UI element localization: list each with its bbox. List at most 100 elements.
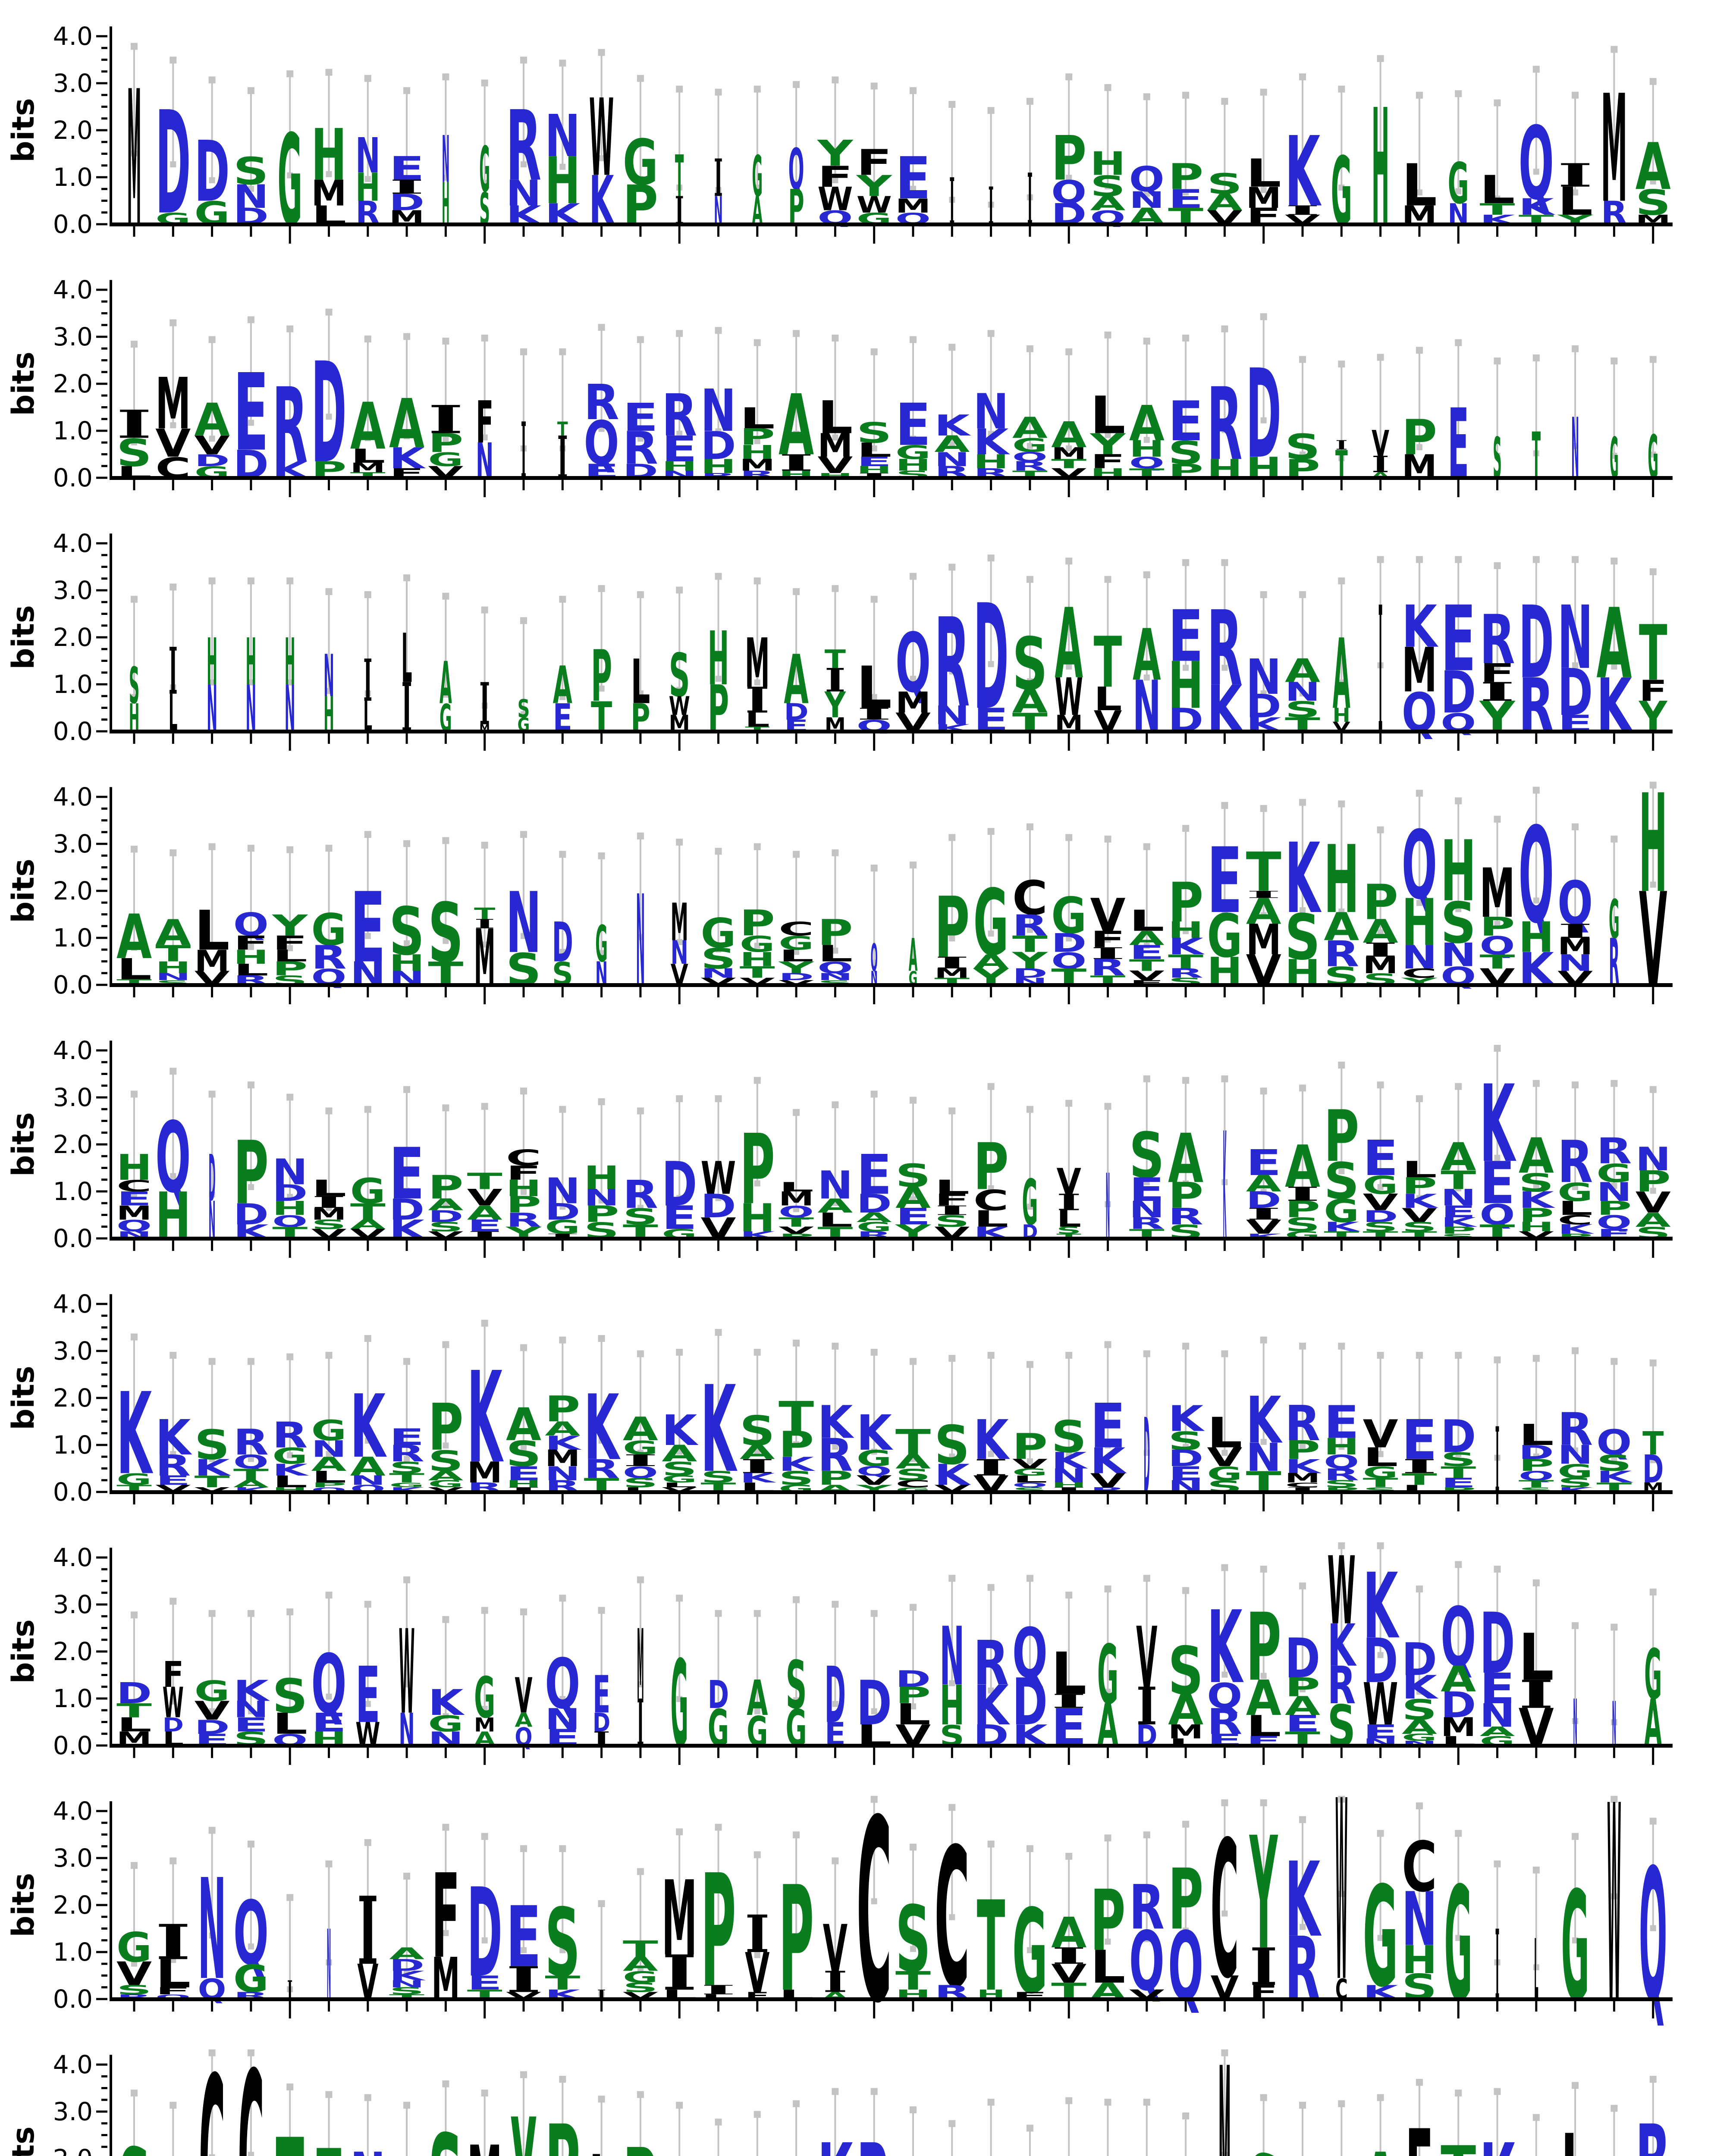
residue-G-346: G [1090, 2141, 1126, 2156]
residue-H-155: H [1441, 823, 1476, 921]
residue-A-268: A [1168, 1686, 1203, 1734]
residue-G-172: G [545, 1216, 580, 1238]
residue-A-294: A [623, 1953, 658, 1976]
residue-N-134: N [636, 868, 645, 1014]
residue-A-152: A [1324, 905, 1359, 950]
residue-A-58: A [779, 377, 814, 474]
svg-text:0.0: 0.0 [53, 1224, 93, 1253]
residue-E-54: E [623, 395, 658, 440]
residue-A-207: A [350, 1452, 386, 1482]
residue-L-198: L [1557, 1197, 1593, 1219]
residue-G-149: G [1207, 902, 1242, 971]
residue-L-333: L [589, 2130, 614, 2156]
residue-C-171: C [506, 1145, 541, 1171]
residue-I-267: I [1136, 1676, 1157, 1736]
residue-H-124: H [233, 946, 269, 968]
residue-M-59: M [817, 427, 853, 464]
residue-V-59: V [817, 452, 853, 478]
svg-text:165: 165 [264, 1264, 316, 1268]
residue-A-200: A [1636, 1209, 1671, 1232]
residue-K-222: K [934, 1458, 971, 1492]
residue-I-234: I [1402, 1455, 1437, 1478]
residue-K-151: K [1285, 823, 1322, 935]
residue-D-163: D [208, 1141, 215, 1216]
residue-G-229: G [1207, 1463, 1242, 1485]
residue-H-177: H [740, 1196, 775, 1241]
residue-G-143: G [973, 870, 1009, 976]
residue-R-174: R [623, 1172, 658, 1217]
residue-W-13: W [589, 76, 614, 200]
residue-R-347: R [1129, 2138, 1165, 2156]
residue-M-114: M [1402, 635, 1437, 706]
y-axis-title: bits [6, 605, 41, 669]
residue-D-46: D [311, 334, 346, 495]
residue-P-298: P [779, 1856, 814, 2024]
residue-L-215: L [662, 1481, 697, 1489]
svg-text:95: 95 [662, 757, 697, 761]
residue-K-219: K [817, 1396, 854, 1448]
svg-text:2.0: 2.0 [53, 1383, 93, 1413]
residue-R-187: R [1129, 1214, 1165, 1233]
residue-K-62: K [934, 409, 971, 442]
residue-D-193: D [1363, 1207, 1398, 1225]
residue-A-29: A [1207, 189, 1242, 216]
residue-Y-138: Y [778, 958, 815, 977]
svg-text:2.0: 2.0 [53, 1890, 93, 1920]
residue-D-164: D [233, 1197, 269, 1231]
residue-P-169: P [428, 1169, 463, 1206]
residue-N-122: N [155, 971, 191, 982]
residue-Q-246: Q [311, 1638, 346, 1732]
svg-text:15: 15 [662, 250, 697, 254]
residue-P-188: P [1168, 1175, 1203, 1216]
residue-P-164: P [233, 1123, 269, 1224]
residue-M-142: M [934, 966, 970, 981]
svg-text:0.0: 0.0 [53, 1477, 93, 1507]
residue-W-272: W [1328, 1537, 1356, 1645]
residue-L-124: L [233, 961, 269, 979]
residue-R-238: R [1557, 1403, 1593, 1456]
residue-S-258: S [785, 1647, 807, 1724]
residue-F-20: F [857, 142, 892, 183]
residue-N-278: N [1573, 1686, 1577, 1761]
residue-G-10: G [479, 133, 490, 206]
residue-H-112: H [1333, 704, 1350, 727]
svg-text:315: 315 [1432, 2025, 1485, 2028]
residue-K-148: K [1168, 934, 1205, 960]
residue-D-172: D [545, 1199, 580, 1225]
residue-E-246: E [311, 1708, 346, 1737]
residue-A-217: A [740, 1442, 775, 1464]
y-axis-title: bits [6, 98, 41, 162]
residue-E-235: E [1441, 1475, 1476, 1490]
residue-A-212: A [545, 1418, 580, 1440]
residue-N-207: N [350, 1473, 386, 1488]
residue-M-349: M [1218, 2028, 1231, 2156]
residue-D-43: D [195, 451, 230, 470]
residue-Y-66: Y [1089, 427, 1126, 461]
residue-I-116: I [1480, 677, 1515, 707]
residue-D-290: D [467, 1863, 502, 2005]
residue-G-126: G [311, 904, 347, 956]
svg-text:1.0: 1.0 [53, 1684, 93, 1713]
svg-text:4.0: 4.0 [53, 1289, 93, 1319]
residue-E-291: E [506, 1889, 541, 1986]
residue-M-156: M [1480, 854, 1515, 933]
residue-Y-99: Y [824, 684, 846, 726]
residue-E-290: E [467, 1972, 502, 1994]
svg-text:160: 160 [1627, 1011, 1680, 1014]
residue-A-288: A [389, 1944, 425, 1963]
residue-E-68: E [1168, 390, 1203, 454]
residue-K-215: K [662, 1406, 698, 1455]
residue-stacks: SSACCTTNNTSYLISGMSEYYPLYLIPLMQATLNISVPTA… [116, 2028, 1671, 2156]
residue-S-151: S [1285, 901, 1320, 974]
residue-H-157: H [1519, 913, 1554, 962]
residue-Q-178: Q [779, 1203, 814, 1221]
residue-K-228: K [1168, 1398, 1205, 1439]
residue-P-270: P [1246, 1593, 1281, 1702]
residue-E-247: E [355, 1651, 380, 1741]
residue-D-110: D [1246, 687, 1281, 725]
residue-A-119: A [1596, 588, 1632, 701]
residue-D-256: D [708, 1672, 729, 1717]
residue-K-269: K [1207, 1590, 1243, 1706]
svg-text:2.0: 2.0 [53, 2144, 93, 2156]
residue-R-204: R [233, 1422, 269, 1463]
